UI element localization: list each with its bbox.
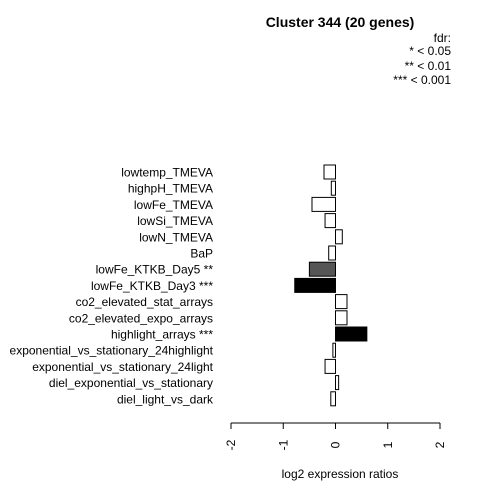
bar — [308, 261, 336, 277]
x-axis-label: log2 expression ratios — [282, 467, 399, 481]
x-tick-label: 1 — [381, 441, 395, 448]
legend: fdr: * < 0.05 ** < 0.01 *** < 0.001 — [393, 31, 451, 87]
bar — [330, 391, 336, 407]
bar — [328, 245, 336, 261]
bar — [294, 277, 336, 293]
category-label: diel_exponential_vs_stationary — [49, 376, 213, 390]
category-label: co2_elevated_expo_arrays — [69, 311, 213, 325]
bar — [332, 342, 337, 358]
chart-title: Cluster 344 (20 genes) — [266, 14, 415, 30]
legend-title: fdr: — [434, 31, 451, 45]
bars — [294, 164, 368, 407]
x-tick-label: -2 — [224, 439, 238, 450]
category-label: highlight_arrays *** — [111, 328, 213, 342]
category-label: lowSi_TMEVA — [137, 214, 213, 228]
x-tick-label: -1 — [276, 439, 290, 450]
x-tick-label: 2 — [433, 441, 447, 448]
category-labels: lowtemp_TMEVA highpH_TMEVA lowFe_TMEVA lowS… — [10, 166, 214, 407]
bar — [330, 180, 337, 196]
bar — [324, 358, 336, 374]
category-label: lowFe_TMEVA — [134, 198, 213, 212]
legend-entry: ** < 0.01 — [405, 59, 452, 73]
category-label: exponential_vs_stationary_24highlight — [10, 344, 214, 358]
category-label: lowFe_KTKB_Day3 *** — [91, 279, 213, 293]
bar — [335, 310, 348, 326]
x-tick-label: 0 — [329, 441, 343, 448]
bar — [324, 213, 336, 229]
bar — [335, 229, 343, 245]
legend-entry: *** < 0.001 — [393, 73, 451, 87]
bar — [335, 326, 368, 342]
category-label: co2_elevated_stat_arrays — [76, 295, 213, 309]
category-label: lowFe_KTKB_Day5 ** — [96, 263, 214, 277]
category-label: exponential_vs_stationary_24light — [32, 360, 213, 374]
category-label: diel_light_vs_dark — [117, 392, 214, 406]
category-label: lowN_TMEVA — [139, 230, 213, 244]
legend-entry: * < 0.05 — [409, 44, 451, 58]
bar — [311, 196, 336, 212]
category-label: BaP — [190, 247, 213, 261]
bar — [323, 164, 337, 180]
category-label: lowtemp_TMEVA — [121, 166, 213, 180]
bar — [335, 294, 348, 310]
category-label: highpH_TMEVA — [128, 182, 213, 196]
x-axis: -2 -1 0 1 2 — [224, 422, 447, 450]
bar — [335, 375, 340, 391]
